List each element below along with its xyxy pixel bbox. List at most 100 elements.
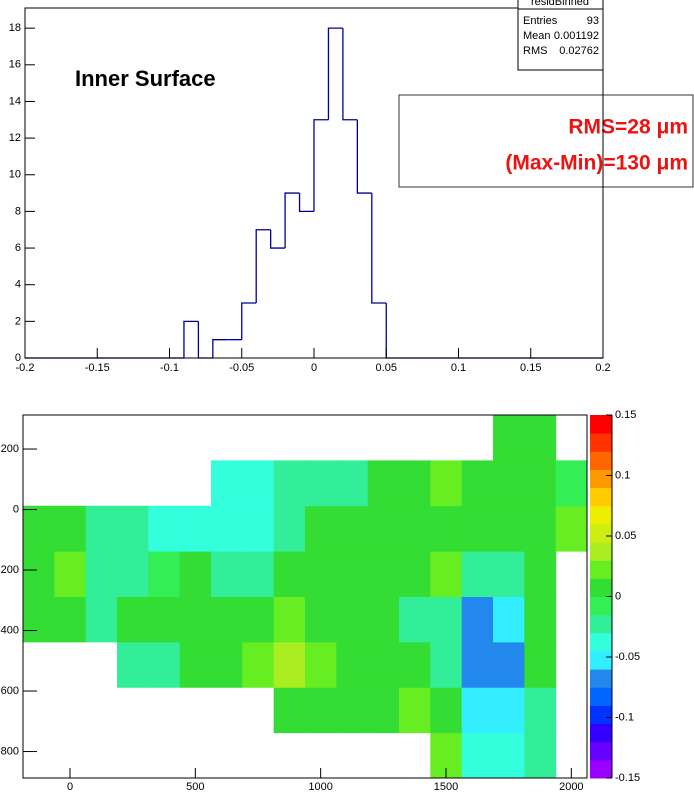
colorbar-segment xyxy=(590,433,612,452)
heatmap-cell xyxy=(23,596,55,643)
heatmap-cell xyxy=(493,551,525,597)
colorbar-segment xyxy=(590,469,612,489)
colorbar-tick-label: -0.1 xyxy=(615,711,634,723)
heatmap-cell xyxy=(555,460,588,507)
colorbar-segment xyxy=(590,650,612,670)
heatmap-cell xyxy=(367,641,400,688)
heatmap-cell xyxy=(399,505,431,552)
heatmap-cell xyxy=(242,596,275,643)
heatmap-cell xyxy=(461,505,494,552)
y-tick-label: 12 xyxy=(9,132,21,144)
heatmap-cell xyxy=(273,641,306,688)
x-tick-label: 0.2 xyxy=(595,362,610,374)
colorbar-segment xyxy=(590,451,612,470)
x-tick-label: 1500 xyxy=(434,781,458,793)
colorbar-segment xyxy=(590,705,612,725)
x-tick-label: 1000 xyxy=(308,781,332,793)
histogram-bin xyxy=(212,339,228,358)
histogram-bin xyxy=(371,193,387,304)
y-tick-label: -600 xyxy=(0,685,19,697)
stats-label: Entries xyxy=(523,15,558,27)
y-tick-label: 8 xyxy=(15,205,21,217)
heatmap-cell xyxy=(336,641,369,688)
heatmap-cell xyxy=(399,596,431,643)
heatmap-cell xyxy=(305,505,337,552)
stats-value: 93 xyxy=(587,15,599,27)
heatmap-cell xyxy=(273,687,306,734)
y-tick-label: 0 xyxy=(15,352,21,364)
heatmap-cell xyxy=(493,687,525,734)
heatmap-cell xyxy=(211,596,243,643)
heatmap-cell xyxy=(211,551,243,597)
histogram-bin xyxy=(241,302,257,340)
heatmap-cell xyxy=(273,460,306,507)
heatmap-cell xyxy=(179,596,212,643)
heatmap-cell xyxy=(430,596,463,643)
heatmap-cell xyxy=(493,505,525,552)
heatmap-cell xyxy=(461,732,494,779)
heatmap-cell xyxy=(461,460,494,507)
colorbar-tick-label: 0.1 xyxy=(615,469,630,481)
heatmap-cell xyxy=(367,505,400,552)
heatmap-cell xyxy=(23,505,55,552)
heatmap-cell xyxy=(524,641,557,688)
colorbar-segment xyxy=(590,487,612,507)
colorbar-segment xyxy=(590,669,612,688)
colorbar-segment xyxy=(590,741,612,761)
heatmap-cell xyxy=(430,460,463,507)
y-tick-label: -800 xyxy=(0,745,19,757)
heatmap-cell xyxy=(117,551,149,597)
heatmap-cell xyxy=(305,641,337,688)
heatmap-cell xyxy=(336,505,369,552)
heatmap-cell xyxy=(430,687,463,734)
colorbar-tick-label: 0 xyxy=(615,590,621,602)
callout-box xyxy=(398,94,694,188)
heatmap-cell xyxy=(524,505,557,552)
heatmap-cell xyxy=(399,641,431,688)
colorbar-tick-label: -0.15 xyxy=(615,772,640,784)
heatmap-cell xyxy=(23,551,55,597)
heatmap-cell xyxy=(273,505,306,552)
colorbar-tick-label: 0.15 xyxy=(615,409,636,421)
heatmap-cell xyxy=(117,641,149,688)
heatmap-cell xyxy=(367,460,400,507)
x-tick-label: 0 xyxy=(67,781,73,793)
colorbar-segment xyxy=(590,687,612,706)
colorbar-segment xyxy=(590,505,612,525)
heatmap-cell xyxy=(430,641,463,688)
stats-value: 0.001192 xyxy=(554,30,599,42)
heatmap-cell xyxy=(305,687,337,734)
heatmap-cell xyxy=(367,551,400,597)
x-tick-label: 2000 xyxy=(559,781,583,793)
heatmap-cell xyxy=(336,596,369,643)
heatmap-cell xyxy=(242,641,275,688)
callout-text: RMS=28 μm xyxy=(568,116,688,139)
heatmap-cell xyxy=(336,460,369,507)
heatmap-cell xyxy=(461,596,494,643)
y-tick-label: 16 xyxy=(9,59,21,71)
heatmap-cell xyxy=(148,551,181,597)
heatmap-cell xyxy=(493,641,525,688)
y-tick-label: 6 xyxy=(15,242,21,254)
heatmap-cell xyxy=(461,641,494,688)
x-tick-label: -0.05 xyxy=(229,362,254,374)
heatmap-cell xyxy=(85,505,118,552)
histogram-bin xyxy=(356,119,372,194)
x-tick-label: 0.15 xyxy=(520,362,541,374)
colorbar-segment xyxy=(590,759,612,779)
heatmap-cell xyxy=(179,505,212,552)
heatmap-cell xyxy=(148,596,181,643)
heatmap-cell xyxy=(336,551,369,597)
heatmap-cell xyxy=(367,596,400,643)
y-tick-label: 18 xyxy=(9,22,21,34)
x-tick-label: 0.1 xyxy=(451,362,466,374)
colorbar-tick-label: -0.05 xyxy=(615,651,640,663)
x-tick-label: -0.15 xyxy=(85,362,110,374)
heatmap-cell xyxy=(305,551,337,597)
heatmap-cell xyxy=(461,551,494,597)
heatmap-cell xyxy=(117,505,149,552)
heatmap-cell xyxy=(524,687,557,734)
y-tick-label: -400 xyxy=(0,624,19,636)
colorbar-segment xyxy=(590,578,612,597)
